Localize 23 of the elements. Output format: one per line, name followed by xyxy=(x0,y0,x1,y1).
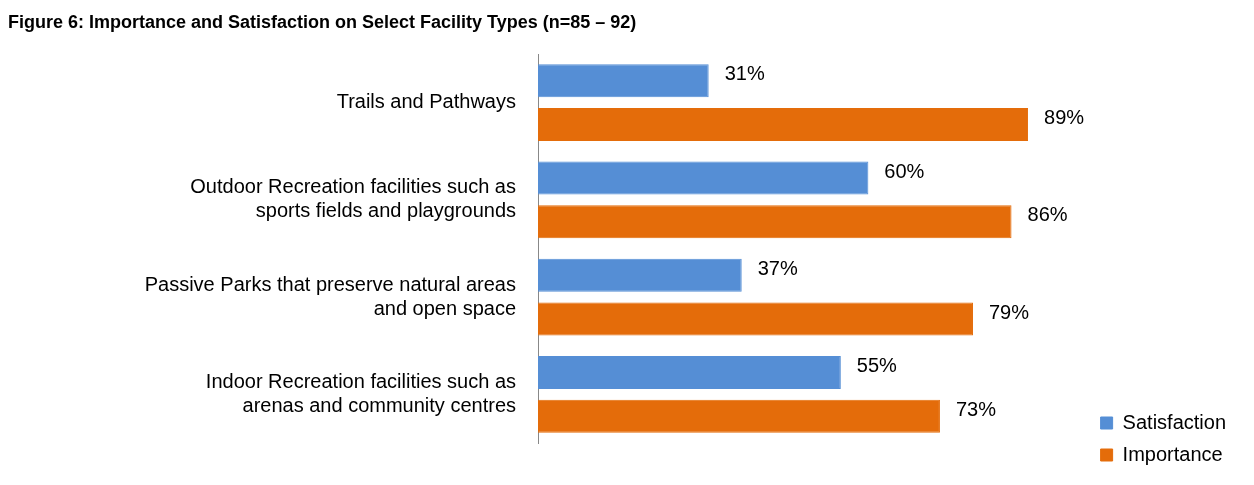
data-label: 89% xyxy=(1044,106,1085,129)
data-label: 37% xyxy=(757,256,798,279)
bar xyxy=(538,258,742,292)
bar xyxy=(538,399,940,433)
bar xyxy=(538,108,1029,141)
data-label: 86% xyxy=(1027,203,1068,226)
legend-label: Satisfaction xyxy=(1122,410,1226,433)
legend-label: Importance xyxy=(1122,442,1223,465)
y-tick-label: Indoor Recreation facilities such as arenas and community centres xyxy=(205,369,516,416)
data-label: 79% xyxy=(988,300,1030,323)
bar xyxy=(538,161,869,195)
bar xyxy=(538,64,709,98)
y-tick-label: Outdoor Recreation facilities such as sports fields and playgrounds xyxy=(190,175,516,222)
data-label: 31% xyxy=(724,62,765,85)
bar xyxy=(538,356,841,389)
text: Figure 6: Importance and Satisfaction on Select Facility Types (n=85 – 92) xyxy=(8,12,637,33)
data-label: 73% xyxy=(955,397,997,420)
y-tick-label: Trails and Pathways xyxy=(336,90,516,113)
bar xyxy=(538,205,1012,239)
data-label: 55% xyxy=(856,354,898,377)
bar xyxy=(538,302,973,336)
data-label: 60% xyxy=(884,159,925,182)
y-tick-label: Passive Parks that preserve natural areas and open space xyxy=(144,272,516,319)
